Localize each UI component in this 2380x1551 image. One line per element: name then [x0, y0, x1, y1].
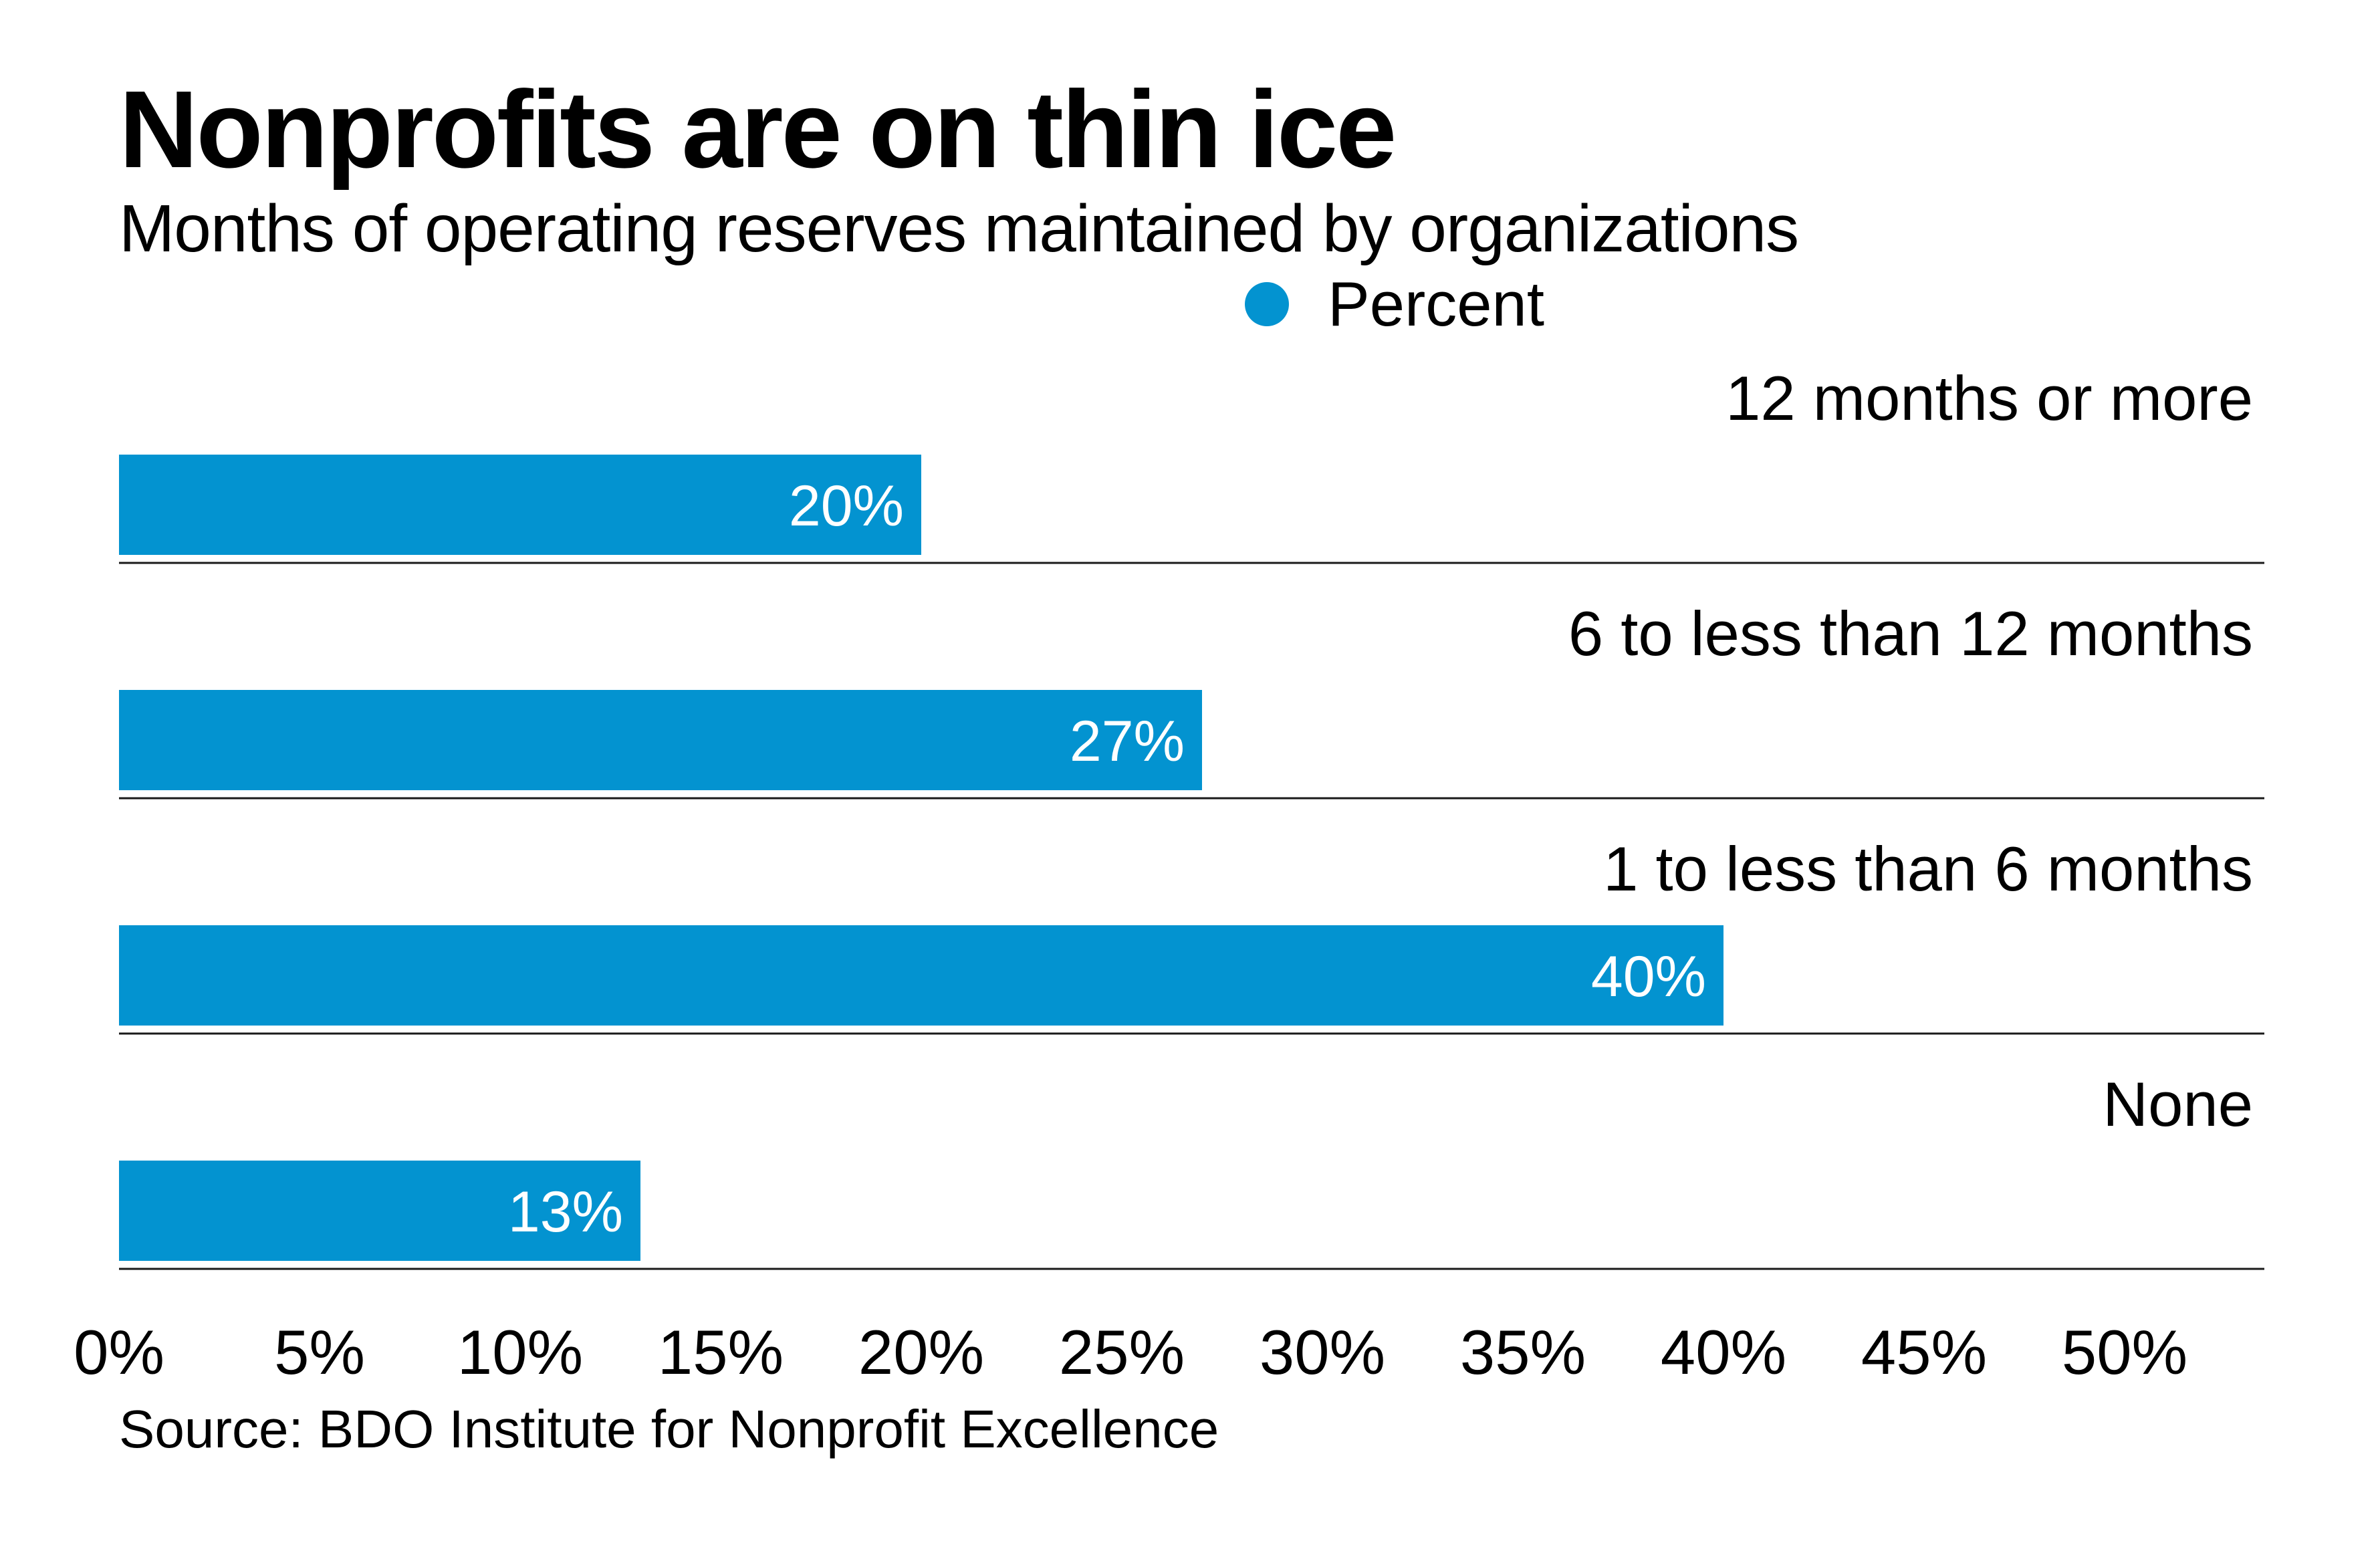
- x-tick-label: 15%: [658, 1317, 784, 1387]
- bar: [119, 925, 1723, 1026]
- value-label: 20%: [789, 474, 904, 538]
- chart-subtitle: Months of operating reserves maintained …: [119, 191, 1799, 266]
- x-tick-label: 5%: [274, 1317, 365, 1387]
- source-note: Source: BDO Institute for Nonprofit Exce…: [119, 1399, 1219, 1459]
- value-label: 13%: [508, 1180, 623, 1244]
- x-tick-label: 20%: [858, 1317, 984, 1387]
- x-tick-label: 0%: [74, 1317, 164, 1387]
- legend: Percent: [1245, 273, 1544, 336]
- x-tick-label: 45%: [1861, 1317, 1987, 1387]
- legend-label: Percent: [1328, 269, 1544, 339]
- bar: [119, 455, 921, 555]
- x-tick-label: 10%: [457, 1317, 583, 1387]
- x-tick-label: 30%: [1260, 1317, 1385, 1387]
- bar: [119, 690, 1202, 790]
- category-label: None: [2103, 1069, 2253, 1139]
- x-tick-label: 40%: [1661, 1317, 1786, 1387]
- category-label: 6 to less than 12 months: [1568, 598, 2253, 669]
- x-tick-label: 50%: [2062, 1317, 2187, 1387]
- value-label: 40%: [1591, 945, 1706, 1009]
- chart-title: Nonprofits are on thin ice: [119, 68, 1397, 191]
- value-label: 27%: [1070, 709, 1185, 773]
- x-tick-label: 35%: [1460, 1317, 1586, 1387]
- bar: [119, 1161, 640, 1261]
- category-label: 12 months or more: [1726, 363, 2253, 433]
- x-tick-label: 25%: [1059, 1317, 1185, 1387]
- category-label: 1 to less than 6 months: [1603, 834, 2253, 904]
- legend-swatch-icon: [1245, 282, 1289, 326]
